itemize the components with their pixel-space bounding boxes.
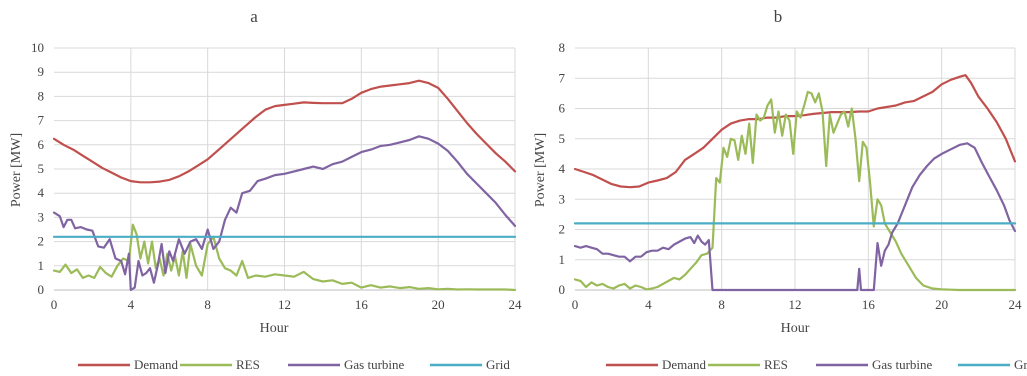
y-tick-label: 0 (559, 282, 566, 297)
legend-label-grid: Grid (1014, 357, 1027, 372)
y-tick-label: 5 (38, 161, 45, 176)
x-tick-label: 24 (1009, 297, 1023, 312)
y-axis-label: Power [MW] (9, 133, 24, 207)
legend-label-grid: Grid (486, 357, 510, 372)
x-tick-label: 8 (204, 297, 211, 312)
y-tick-label: 10 (31, 40, 44, 55)
series-line-gas-turbine (52, 135, 517, 292)
y-tick-label: 6 (38, 137, 45, 152)
y-tick-label: 0 (38, 282, 45, 297)
legend-label-gas-turbine: Gas turbine (872, 357, 933, 372)
y-tick-label: 3 (38, 209, 45, 224)
y-tick-label: 9 (38, 64, 45, 79)
x-tick-label: 8 (718, 297, 725, 312)
legend: Demand RES Gas turbine Grid (606, 357, 1027, 372)
series-line-gas-turbine (573, 142, 1017, 292)
legend-label-demand: Demand (134, 357, 179, 372)
y-tick-label: 2 (559, 222, 566, 237)
legend-label-demand: Demand (662, 357, 707, 372)
x-tick-label: 20 (935, 297, 948, 312)
y-tick-label: 3 (559, 191, 566, 206)
x-tick-label: 24 (509, 297, 523, 312)
x-tick-label: 12 (278, 297, 291, 312)
y-tick-label: 8 (559, 40, 566, 55)
y-tick-label: 8 (38, 88, 45, 103)
y-tick-label: 7 (38, 113, 45, 128)
x-tick-label: 0 (572, 297, 579, 312)
y-tick-label: 4 (38, 185, 45, 200)
x-tick-label: 16 (862, 297, 876, 312)
legend: Demand RES Gas turbine Grid (78, 357, 510, 372)
chart-title: b (774, 7, 783, 26)
x-tick-label: 12 (789, 297, 802, 312)
chart-title: a (250, 7, 258, 26)
x-axis-label: Hour (781, 321, 810, 336)
x-tick-label: 16 (355, 297, 369, 312)
series-line-res (573, 90, 1017, 292)
y-tick-label: 4 (559, 161, 566, 176)
y-tick-label: 2 (38, 234, 45, 249)
y-tick-label: 1 (559, 252, 566, 267)
legend-label-gas-turbine: Gas turbine (344, 357, 405, 372)
legend-label-res: RES (236, 357, 260, 372)
series-line-demand (52, 79, 517, 184)
x-tick-label: 4 (128, 297, 135, 312)
y-tick-label: 7 (559, 70, 566, 85)
x-axis-label: Hour (260, 321, 289, 336)
y-tick-label: 6 (559, 101, 566, 116)
y-axis-label: Power [MW] (533, 133, 548, 207)
y-tick-label: 1 (38, 258, 45, 273)
legend-label-res: RES (764, 357, 788, 372)
x-tick-label: 4 (645, 297, 652, 312)
x-tick-label: 0 (51, 297, 58, 312)
y-tick-label: 5 (559, 131, 566, 146)
series-line-res (52, 223, 517, 292)
x-tick-label: 20 (432, 297, 445, 312)
